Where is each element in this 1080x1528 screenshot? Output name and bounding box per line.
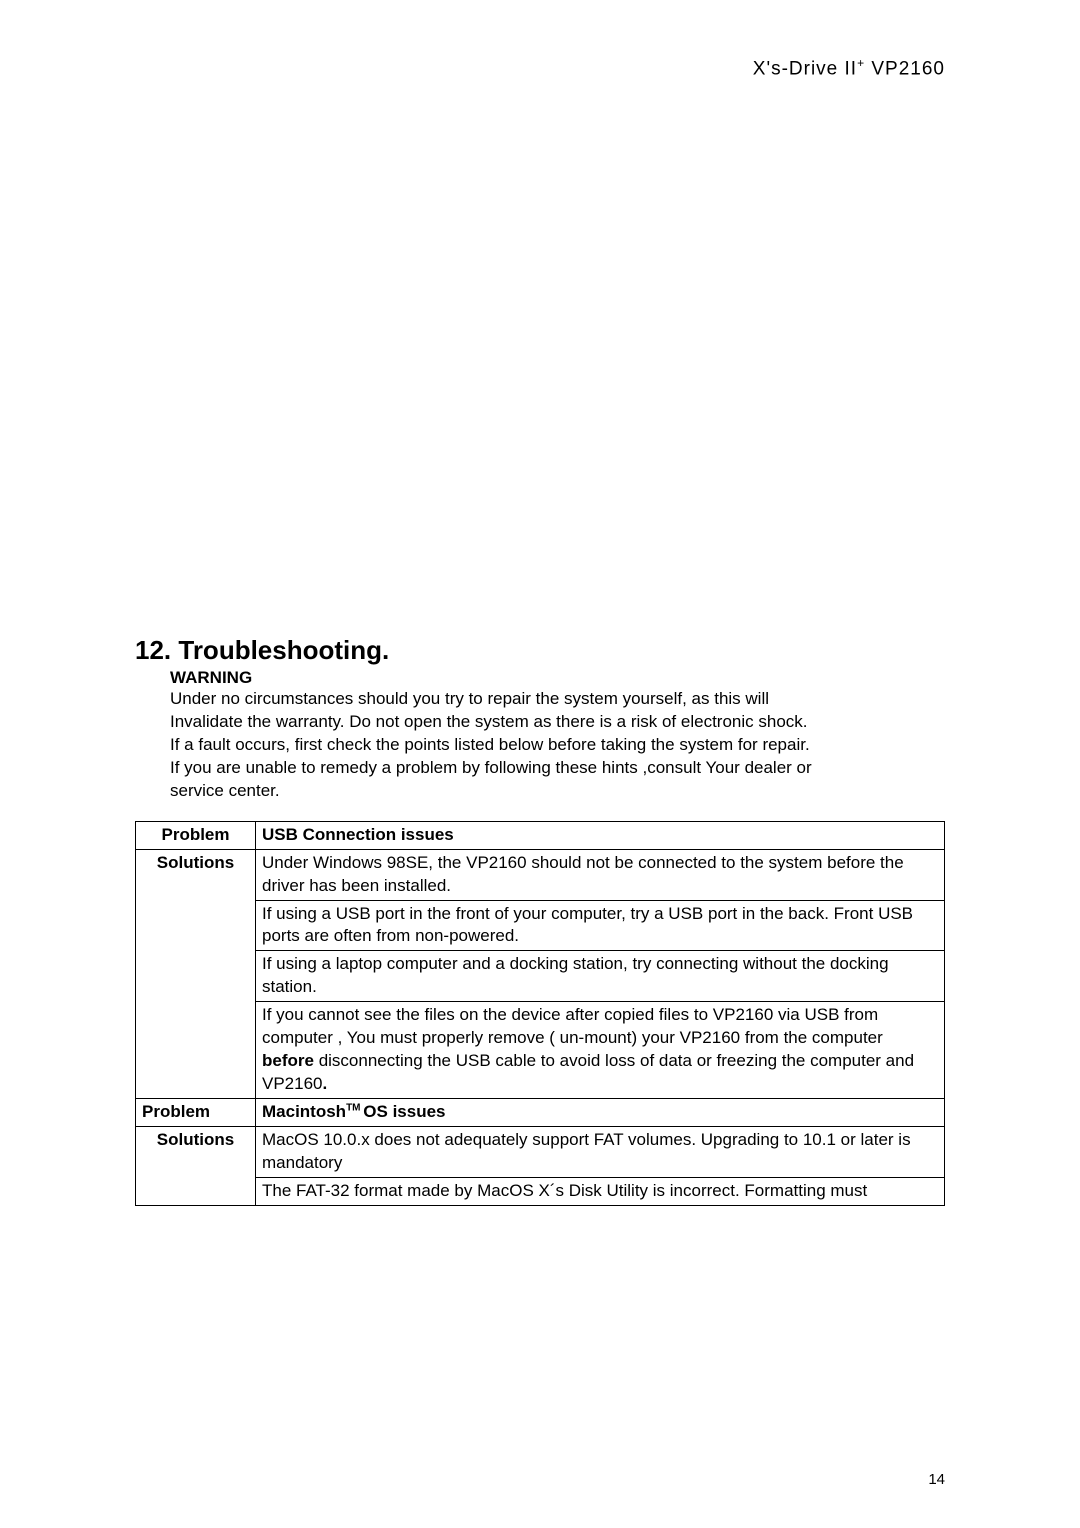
table-row: Solutions MacOS 10.0.x does not adequate… bbox=[136, 1126, 945, 1177]
warning-line-2: Invalidate the warranty. Do not open the… bbox=[170, 712, 808, 731]
table-row: Solutions Under Windows 98SE, the VP2160… bbox=[136, 849, 945, 900]
warning-line-4: If you are unable to remedy a problem by… bbox=[170, 758, 812, 777]
cell-solution-2b: The FAT-32 format made by MacOS X´s Disk… bbox=[256, 1177, 945, 1205]
main-content: 12. Troubleshooting. WARNING Under no ci… bbox=[135, 635, 945, 1206]
cell-solution-1a: Under Windows 98SE, the VP2160 should no… bbox=[256, 849, 945, 900]
warning-line-1: Under no circumstances should you try to… bbox=[170, 689, 769, 708]
table-row: If using a laptop computer and a docking… bbox=[136, 951, 945, 1002]
cell-problem-1: Problem bbox=[136, 821, 256, 849]
cell-solutions-2: Solutions bbox=[136, 1126, 256, 1205]
header-prefix: X's-Drive II bbox=[753, 58, 857, 79]
cell-mac-header: MacintoshTM OS issues bbox=[256, 1099, 945, 1127]
page-header: X's-Drive II+ VP2160 bbox=[753, 56, 945, 80]
tm-mark: TM bbox=[346, 1102, 363, 1113]
cell-solution-2a: MacOS 10.0.x does not adequately support… bbox=[256, 1126, 945, 1177]
cell-problem-2: Problem bbox=[136, 1099, 256, 1127]
table-row: If you cannot see the files on the devic… bbox=[136, 1002, 945, 1099]
mac-prefix: Macintosh bbox=[262, 1102, 346, 1121]
header-suffix: VP2160 bbox=[865, 58, 945, 79]
table-row: The FAT-32 format made by MacOS X´s Disk… bbox=[136, 1177, 945, 1205]
cell-solutions-1: Solutions bbox=[136, 849, 256, 1098]
warning-label: WARNING bbox=[170, 668, 945, 688]
cell-usb-header: USB Connection issues bbox=[256, 821, 945, 849]
page-number: 14 bbox=[928, 1471, 945, 1488]
table-row: Problem MacintoshTM OS issues bbox=[136, 1099, 945, 1127]
cell-solution-1c: If using a laptop computer and a docking… bbox=[256, 951, 945, 1002]
warning-line-5: service center. bbox=[170, 781, 280, 800]
sol1d-part2: disconnecting the USB cable to avoid los… bbox=[262, 1051, 914, 1093]
warning-line-3: If a fault occurs, first check the point… bbox=[170, 735, 810, 754]
sol1d-dot: . bbox=[323, 1074, 328, 1093]
section-title: 12. Troubleshooting. bbox=[135, 635, 945, 666]
table-row: If using a USB port in the front of your… bbox=[136, 900, 945, 951]
header-sup: + bbox=[857, 56, 865, 70]
sol1d-bold: before bbox=[262, 1051, 314, 1070]
mac-suffix: OS issues bbox=[363, 1102, 445, 1121]
sol1d-part1: If you cannot see the files on the devic… bbox=[262, 1005, 883, 1047]
troubleshoot-table: Problem USB Connection issues Solutions … bbox=[135, 821, 945, 1206]
cell-solution-1d: If you cannot see the files on the devic… bbox=[256, 1002, 945, 1099]
table-row: Problem USB Connection issues bbox=[136, 821, 945, 849]
warning-text: Under no circumstances should you try to… bbox=[170, 688, 945, 803]
cell-solution-1b: If using a USB port in the front of your… bbox=[256, 900, 945, 951]
